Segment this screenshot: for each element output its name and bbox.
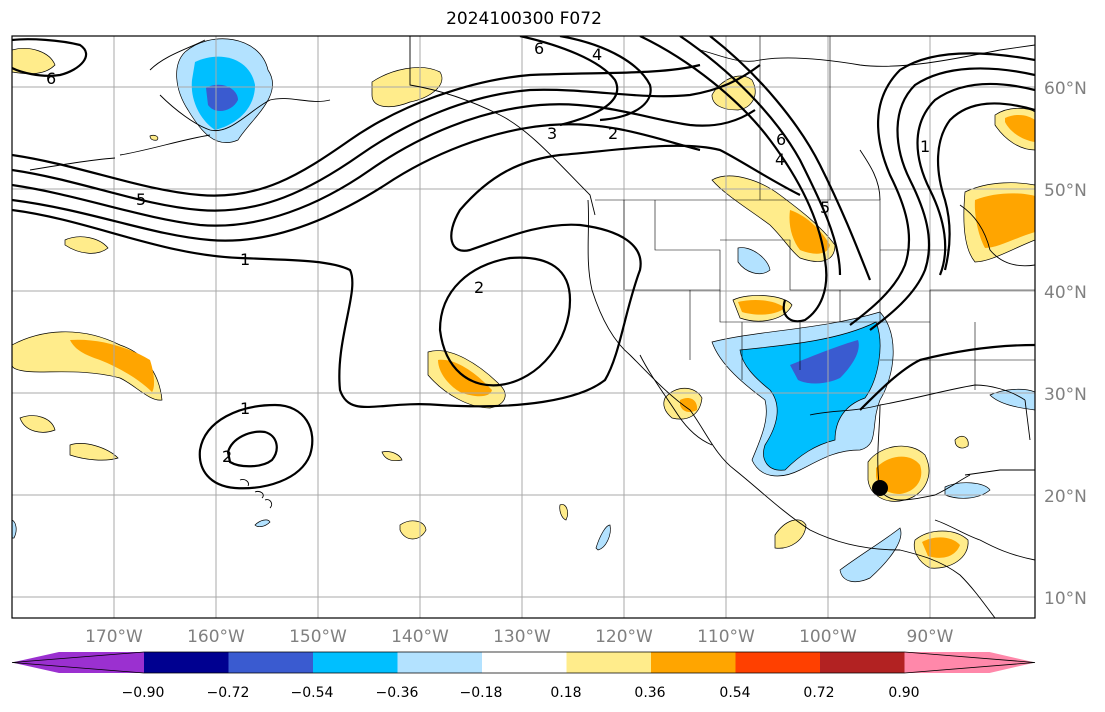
map-title: 2024100300 F072 [446,9,602,29]
colorbar-swatch [735,652,821,673]
lat-label: 10°N [1044,589,1087,609]
contour-lines [12,36,1035,490]
contour-label: 6 [46,69,56,88]
contour-label: 6 [776,130,786,149]
lat-label: 60°N [1044,79,1087,99]
contour-label: 4 [592,45,602,64]
colorbar-swatch [397,652,483,673]
colorbar-tick: 0.36 [634,685,665,701]
longitude-labels: 170°W 160°W 150°W 140°W 130°W 120°W 110°… [85,627,954,647]
coastlines [29,36,1035,618]
contour-label: 5 [820,198,830,217]
colorbar-swatch [482,652,567,673]
shade-alaska-dark [206,84,238,112]
location-marker-dot [872,480,888,496]
contour-label: 1 [240,250,250,269]
contour-label: 1 [920,137,930,156]
contour-label: 5 [136,190,146,209]
colorbar-tick: −0.90 [122,685,165,701]
contour-labels: 6 4 6 3 2 6 4 5 5 1 1 2 1 2 [46,39,930,466]
lon-label: 130°W [493,627,551,647]
colorbar-outline [11,651,1036,674]
contour-label: 4 [775,150,785,169]
lon-label: 100°W [799,627,857,647]
colorbar-swatch [566,652,652,673]
state-borders [595,36,1035,400]
lon-label: 90°W [907,627,954,647]
contour-label: 6 [534,39,544,58]
contour-label: 2 [222,447,232,466]
colorbar-swatch [820,652,905,673]
colorbar-tick: 0.54 [719,685,750,701]
latitude-labels: 60°N 50°N 40°N 30°N 20°N 10°N [1044,79,1087,609]
colorbar-swatch [228,652,314,673]
colorbar-swatch [313,652,398,673]
lat-label: 50°N [1044,181,1087,201]
lon-label: 140°W [391,627,449,647]
shading-layer [12,38,1035,583]
lat-label: 20°N [1044,487,1087,507]
lat-label: 40°N [1044,283,1087,303]
colorbar-swatch [904,652,1035,673]
colorbar-swatch [144,652,229,673]
contour-label: 3 [547,124,557,143]
lat-label: 30°N [1044,385,1087,405]
lon-label: 110°W [697,627,755,647]
colorbar-tick: −0.36 [376,685,419,701]
colorbar [11,651,1036,674]
map-frame [11,35,1036,619]
lon-label: 170°W [85,627,143,647]
shade-sw-dark [790,340,859,384]
lon-label: 120°W [595,627,653,647]
lon-label: 150°W [289,627,347,647]
contour-label: 2 [474,278,484,297]
contour-label: 2 [608,124,618,143]
colorbar-tick: −0.72 [207,685,250,701]
colorbar-tick: −0.54 [291,685,334,701]
colorbar-tick: 0.18 [550,685,581,701]
colorbar-tick: −0.18 [460,685,503,701]
contour-label: 1 [240,399,250,418]
colorbar-tick: 0.90 [888,685,919,701]
colorbar-tick: 0.72 [803,685,834,701]
lon-label: 160°W [187,627,245,647]
graticule [12,36,1035,618]
colorbar-swatch [651,652,736,673]
colorbar-tick-labels: −0.90 −0.72 −0.54 −0.36 −0.18 0.18 0.36 … [122,685,920,701]
colorbar-swatch [12,652,144,673]
